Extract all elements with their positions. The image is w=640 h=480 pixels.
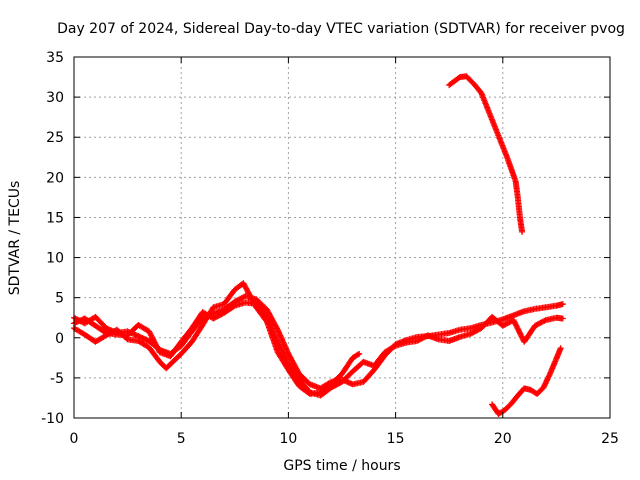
data-point xyxy=(559,315,566,322)
x-axis-title: GPS time / hours xyxy=(283,458,400,474)
y-tick-label: 20 xyxy=(46,170,64,186)
x-tick-label: 5 xyxy=(177,431,186,447)
series-track-b xyxy=(71,299,566,399)
grid xyxy=(74,57,610,418)
x-tick-label: 10 xyxy=(279,431,297,447)
ticks: 0 5 10 15 20 25 -10 -5 0 5 10 15 20 25 30 35 xyxy=(41,50,619,447)
data-point xyxy=(356,350,363,357)
plot-points xyxy=(71,73,566,417)
y-axis-title: SDTVAR / TECUs xyxy=(7,181,23,296)
series-track-c xyxy=(71,280,363,397)
data-point xyxy=(541,317,548,324)
y-tick-label: 15 xyxy=(46,210,64,226)
y-tick-label: 30 xyxy=(46,90,64,106)
series-track-e xyxy=(489,345,564,417)
y-tick-label: 0 xyxy=(55,331,64,347)
y-tick-label: 10 xyxy=(46,251,64,267)
series-track-d xyxy=(446,73,526,235)
y-tick-label: 35 xyxy=(46,50,64,66)
y-tick-label: 5 xyxy=(55,291,64,307)
x-tick-label: 25 xyxy=(601,431,619,447)
data-point xyxy=(391,343,398,350)
x-tick-label: 15 xyxy=(387,431,405,447)
chart-title: Day 207 of 2024, Sidereal Day-to-day VTE… xyxy=(57,21,625,37)
data-point xyxy=(354,351,361,358)
data-point xyxy=(559,301,566,308)
y-tick-label: 25 xyxy=(46,130,64,146)
plot-frame xyxy=(73,56,611,419)
y-tick-label: -10 xyxy=(41,411,64,427)
x-tick-label: 0 xyxy=(70,431,79,447)
y-tick-label: -5 xyxy=(50,371,64,387)
data-point xyxy=(519,228,526,235)
x-tick-label: 20 xyxy=(494,431,512,447)
data-point xyxy=(230,303,237,310)
data-point xyxy=(557,345,564,352)
